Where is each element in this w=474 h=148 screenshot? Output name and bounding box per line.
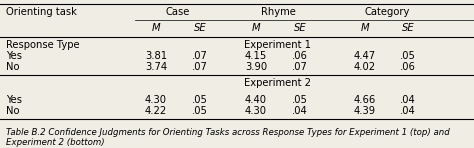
Text: 4.39: 4.39 bbox=[354, 106, 376, 116]
Text: 4.40: 4.40 bbox=[245, 95, 267, 105]
Text: .05: .05 bbox=[292, 95, 308, 105]
Text: 4.30: 4.30 bbox=[245, 106, 267, 116]
Text: M: M bbox=[361, 23, 369, 33]
Text: Experiment 2: Experiment 2 bbox=[245, 78, 311, 88]
Text: .06: .06 bbox=[400, 62, 416, 72]
Text: .04: .04 bbox=[292, 106, 308, 116]
Text: .05: .05 bbox=[192, 106, 208, 116]
Text: Case: Case bbox=[166, 7, 190, 17]
Text: Category: Category bbox=[365, 7, 410, 17]
Text: No: No bbox=[6, 106, 19, 116]
Text: No: No bbox=[6, 62, 19, 72]
Text: 3.81: 3.81 bbox=[145, 51, 167, 61]
Text: SE: SE bbox=[193, 23, 206, 33]
Text: 4.02: 4.02 bbox=[354, 62, 376, 72]
Text: 4.22: 4.22 bbox=[145, 106, 167, 116]
Text: Experiment 2 (bottom): Experiment 2 (bottom) bbox=[6, 138, 105, 147]
Text: 4.30: 4.30 bbox=[145, 95, 167, 105]
Text: M: M bbox=[152, 23, 160, 33]
Text: Orienting task: Orienting task bbox=[6, 7, 77, 17]
Text: 4.66: 4.66 bbox=[354, 95, 376, 105]
Text: SE: SE bbox=[293, 23, 306, 33]
Text: 4.47: 4.47 bbox=[354, 51, 376, 61]
Text: .07: .07 bbox=[192, 62, 208, 72]
Text: .06: .06 bbox=[292, 51, 308, 61]
Text: .05: .05 bbox=[192, 95, 208, 105]
Text: Yes: Yes bbox=[6, 51, 22, 61]
Text: 4.15: 4.15 bbox=[245, 51, 267, 61]
Text: 3.74: 3.74 bbox=[145, 62, 167, 72]
Text: .07: .07 bbox=[292, 62, 308, 72]
Text: M: M bbox=[252, 23, 260, 33]
Text: .04: .04 bbox=[400, 106, 416, 116]
Text: Experiment 1: Experiment 1 bbox=[245, 40, 311, 50]
Text: SE: SE bbox=[401, 23, 414, 33]
Text: .04: .04 bbox=[400, 95, 416, 105]
Text: Rhyme: Rhyme bbox=[261, 7, 295, 17]
Text: Yes: Yes bbox=[6, 95, 22, 105]
Text: .07: .07 bbox=[192, 51, 208, 61]
Text: Table B.2 Confidence Judgments for Orienting Tasks across Response Types for Exp: Table B.2 Confidence Judgments for Orien… bbox=[6, 128, 450, 137]
Text: .05: .05 bbox=[400, 51, 416, 61]
Text: Response Type: Response Type bbox=[6, 40, 80, 50]
Text: 3.90: 3.90 bbox=[245, 62, 267, 72]
